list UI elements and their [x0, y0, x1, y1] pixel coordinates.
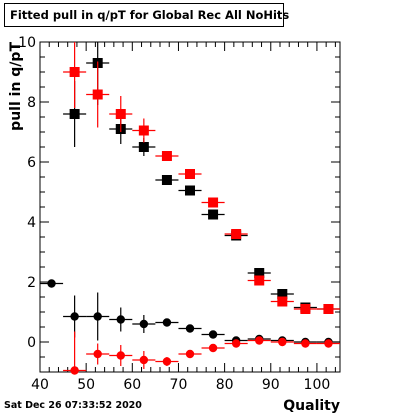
y-tick-label: 4: [27, 215, 36, 231]
data-point-circle: [255, 336, 264, 345]
data-point-square: [185, 185, 195, 196]
data-point-square: [185, 169, 195, 179]
data-point-circle: [139, 355, 149, 365]
x-tick-label: 50: [77, 377, 95, 393]
data-point-circle: [162, 357, 172, 366]
x-tick-label: 90: [262, 377, 280, 393]
data-point-square: [92, 89, 103, 100]
data-point-circle: [93, 312, 102, 321]
data-point-square: [231, 229, 242, 239]
y-tick-label: 2: [27, 275, 36, 291]
data-point-square: [323, 304, 334, 314]
y-tick-label: 0: [27, 335, 36, 351]
data-point-square: [161, 175, 172, 185]
y-axis-label: pull in q/pT: [8, 42, 24, 131]
y-tick-label: 6: [27, 155, 36, 171]
x-axis-label: Quality: [283, 398, 340, 414]
data-point-circle: [116, 315, 125, 324]
data-point-square: [138, 125, 149, 136]
data-point-square: [254, 275, 265, 286]
data-point-square: [208, 197, 219, 208]
plot-frame: [39, 41, 341, 373]
data-point-square: [138, 142, 149, 152]
data-point-square: [208, 209, 219, 220]
data-point-circle: [185, 349, 195, 359]
data-point-square: [277, 289, 288, 299]
data-point-circle: [324, 339, 333, 348]
data-point-circle: [301, 339, 310, 348]
data-point-circle: [185, 324, 195, 333]
data-point-circle: [208, 330, 218, 339]
data-point-circle: [208, 343, 218, 353]
data-point-circle: [93, 349, 102, 359]
data-point-circle: [162, 318, 172, 327]
chart-title: Fitted pull in q/pT for Global Rec All N…: [10, 8, 290, 22]
data-point-circle: [139, 319, 149, 329]
data-point-square: [115, 109, 126, 119]
x-tick-label: 60: [123, 377, 141, 393]
data-point-square: [69, 109, 80, 119]
data-point-circle: [70, 312, 79, 321]
x-tick-label: 100: [304, 377, 331, 393]
data-point-circle: [47, 279, 56, 288]
y-tick-label: 8: [27, 95, 36, 111]
data-point-square: [277, 296, 288, 307]
y-tick-label: 10: [18, 35, 36, 51]
chart-title-box: Fitted pull in q/pT for Global Rec All N…: [4, 3, 289, 27]
data-point-square: [161, 151, 172, 161]
data-point-square: [69, 67, 80, 77]
data-point-circle: [70, 366, 79, 375]
data-point-circle: [116, 351, 125, 360]
x-tick-label: 70: [170, 377, 188, 393]
x-tick-label: 80: [216, 377, 234, 393]
x-tick-label: 40: [31, 377, 49, 393]
timestamp: Sat Dec 26 07:33:52 2020: [4, 400, 142, 411]
data-point-square: [300, 304, 311, 314]
data-point-square: [254, 268, 265, 278]
data-point-circle: [278, 337, 287, 347]
data-point-circle: [231, 339, 241, 348]
